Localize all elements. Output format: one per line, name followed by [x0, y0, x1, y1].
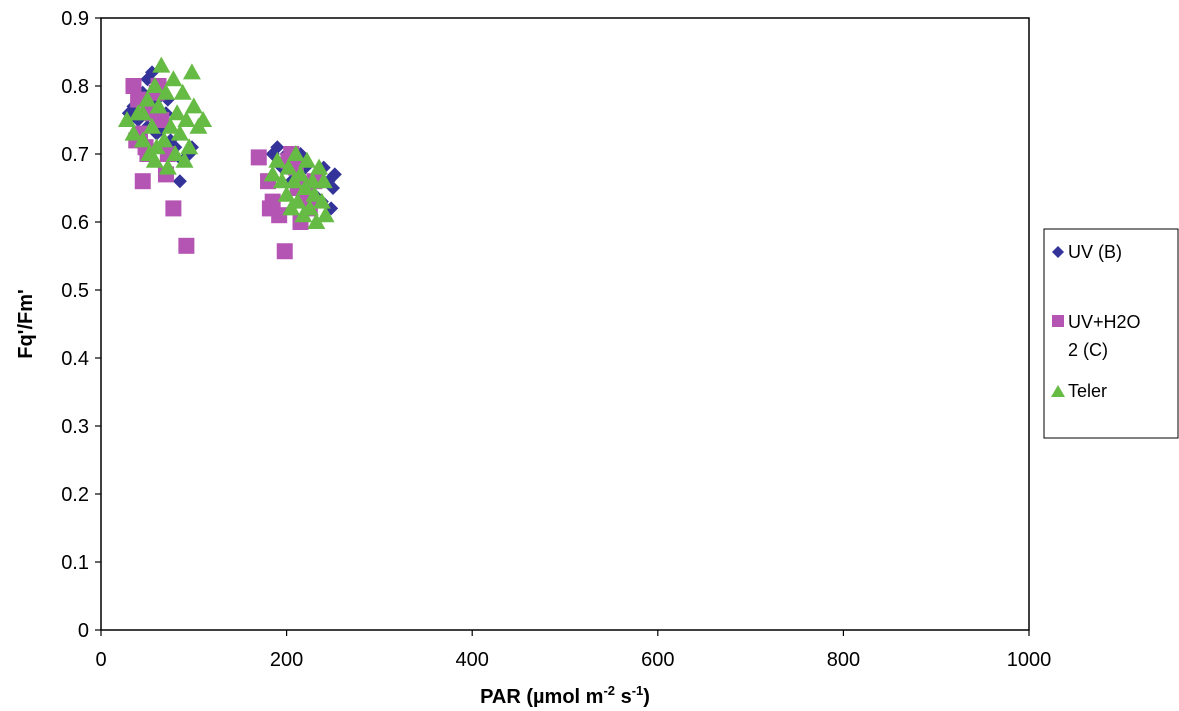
data-point-teler	[307, 213, 326, 229]
y-axis-title: Fq'/Fm'	[15, 289, 37, 359]
data-point-teler	[161, 117, 180, 134]
data-point-teler	[143, 117, 162, 134]
data-point-teler	[149, 97, 168, 114]
legend-marker-teler	[1051, 385, 1065, 397]
x-axis-ticks: 0 200 400 600 800 1000	[95, 630, 1051, 671]
x-axis-title-base: PAR (µmol m	[480, 686, 603, 708]
data-point-teler	[155, 131, 174, 148]
data-point-uv-h2o-2-c	[276, 243, 293, 260]
data-point-uv-h2o-2-c	[153, 112, 170, 128]
y-axis-ticks: 0 0.1 0.2 0.3 0.4 0.5 0.6 0.7 0.8 0.9	[61, 8, 101, 642]
data-point-teler	[152, 56, 171, 73]
legend-label-uv-b: UV (B)	[1068, 242, 1122, 262]
data-point-teler	[170, 124, 189, 141]
data-point-uv-b	[270, 140, 285, 155]
data-point-teler	[145, 77, 164, 93]
data-point-uv-h2o-2-c	[125, 78, 142, 94]
plot-area	[100, 17, 1030, 631]
data-point-uv-h2o-2-c	[134, 173, 151, 190]
data-point-teler	[164, 70, 183, 87]
data-point-teler	[177, 111, 196, 127]
data-point-teler	[138, 90, 157, 107]
legend: UV (B) UV+H2O 2 (C) Teler	[1043, 228, 1179, 439]
legend-marker-uv-h2o2-c	[1052, 315, 1064, 327]
x-axis-title-end: )	[643, 686, 650, 708]
y-tick-label: 0.5	[61, 280, 89, 302]
data-point-teler	[124, 124, 143, 141]
data-point-teler	[263, 165, 282, 182]
data-point-teler	[277, 185, 296, 202]
data-point-uv-h2o-2-c	[250, 149, 267, 166]
data-point-teler	[298, 151, 317, 168]
data-point-teler	[310, 158, 329, 175]
x-tick-label: 0	[95, 649, 106, 671]
data-point-teler	[117, 111, 136, 127]
x-axis-title-sup1: -2	[603, 683, 615, 698]
data-point-uv-b	[327, 167, 342, 182]
x-tick-label: 400	[456, 649, 489, 671]
y-tick-label: 0.9	[61, 8, 89, 30]
data-point-uv-h2o-2-c	[165, 200, 182, 217]
data-point-uv-h2o-2-c	[178, 237, 195, 254]
y-tick-label: 0.8	[61, 76, 89, 98]
x-tick-label: 600	[641, 649, 674, 671]
data-point-teler	[168, 104, 187, 121]
x-axis-title: PAR (µmol m-2 s-1)	[480, 683, 650, 708]
data-point-teler	[158, 158, 177, 175]
data-point-teler	[166, 145, 185, 161]
x-tick-label: 1000	[1007, 649, 1052, 671]
legend-marker-uv-b	[1052, 246, 1064, 258]
y-tick-label: 0.1	[61, 552, 89, 574]
x-axis-title-mid: s	[615, 686, 632, 708]
data-point-teler	[173, 83, 192, 100]
legend-label-uv-h2o2-c-line1: UV+H2O	[1068, 312, 1141, 332]
data-point-teler	[184, 97, 203, 114]
legend-label-uv-h2o2-c-line2: 2 (C)	[1068, 340, 1108, 360]
data-point-teler	[156, 83, 175, 100]
data-point-teler	[133, 131, 152, 148]
data-point-uv-b	[172, 174, 187, 189]
data-point-teler	[288, 192, 307, 209]
data-point-teler	[194, 111, 213, 127]
data-point-teler	[272, 172, 291, 189]
legend-box	[1043, 228, 1179, 439]
data-point-uv-h2o-2-c	[271, 207, 288, 224]
data-point-teler	[316, 206, 335, 223]
data-point-teler	[279, 158, 298, 175]
legend-label-teler: Teler	[1068, 381, 1107, 401]
data-point-teler	[182, 63, 201, 80]
y-tick-label: 0.4	[61, 348, 89, 370]
series-teler	[117, 56, 335, 229]
data-point-teler	[175, 151, 194, 168]
data-point-teler	[133, 104, 152, 121]
x-axis-title-sup2: -1	[632, 683, 644, 698]
x-tick-label: 800	[827, 649, 860, 671]
y-tick-label: 0	[78, 620, 89, 642]
data-point-teler	[180, 138, 199, 155]
y-tick-label: 0.3	[61, 416, 89, 438]
data-point-teler	[268, 151, 287, 168]
data-point-teler	[145, 151, 164, 168]
x-tick-label: 200	[270, 649, 303, 671]
data-point-teler	[286, 145, 305, 161]
data-point-teler	[300, 199, 319, 216]
data-point-teler	[314, 172, 333, 189]
y-tick-label: 0.7	[61, 144, 89, 166]
data-point-uv-h2o-2-c	[264, 193, 281, 210]
data-points	[117, 56, 342, 260]
y-tick-label: 0.6	[61, 212, 89, 234]
data-point-teler	[291, 165, 310, 182]
y-tick-label: 0.2	[61, 484, 89, 506]
data-point-teler	[312, 192, 331, 209]
